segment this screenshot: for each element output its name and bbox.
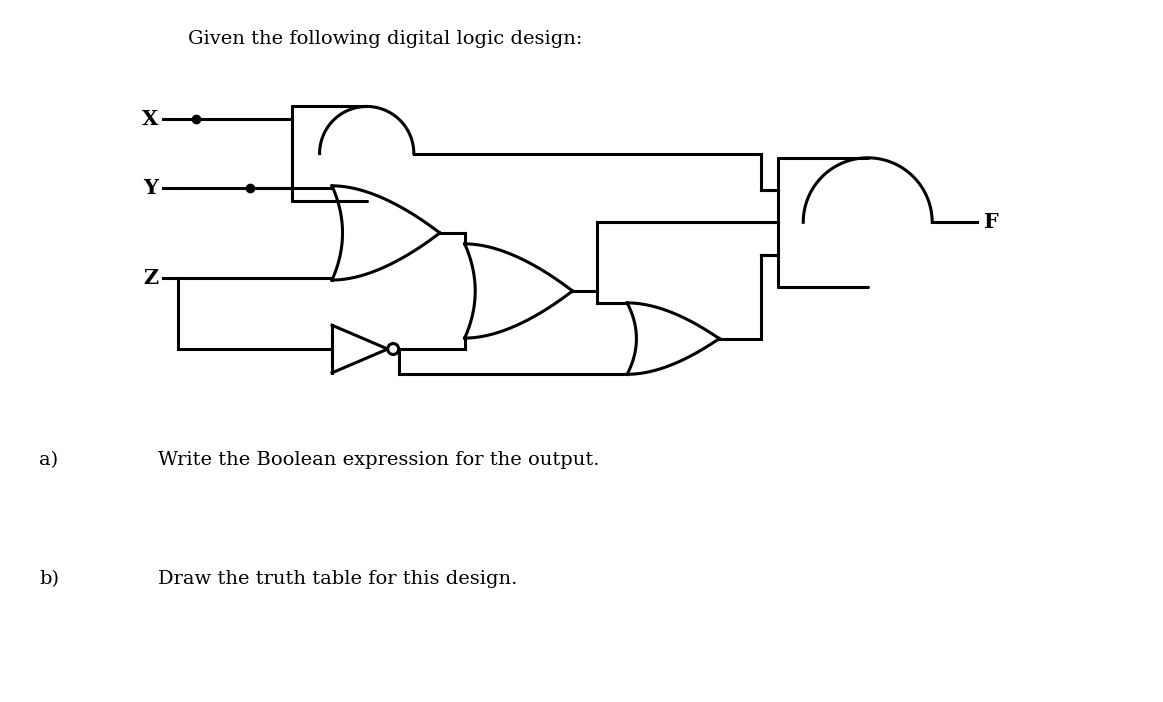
Text: F: F — [984, 212, 999, 232]
Text: Z: Z — [143, 267, 158, 288]
Text: X: X — [142, 109, 158, 129]
Text: a): a) — [40, 451, 58, 469]
Text: Y: Y — [143, 178, 158, 198]
Text: Write the Boolean expression for the output.: Write the Boolean expression for the out… — [158, 451, 600, 469]
Circle shape — [387, 343, 399, 355]
Text: Given the following digital logic design:: Given the following digital logic design… — [188, 29, 583, 48]
Text: Draw the truth table for this design.: Draw the truth table for this design. — [158, 570, 518, 588]
Text: b): b) — [40, 570, 59, 588]
